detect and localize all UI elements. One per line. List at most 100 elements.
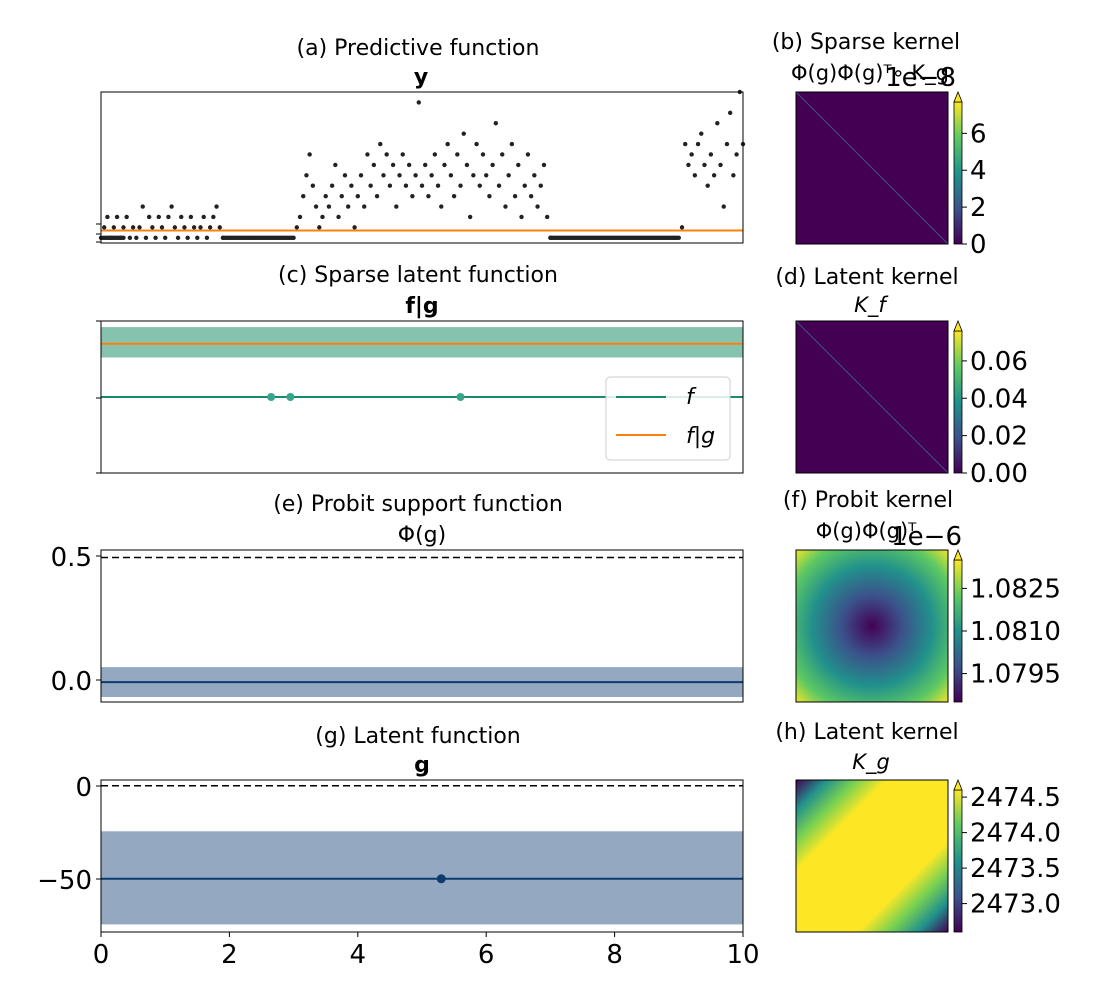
data-point <box>163 235 168 240</box>
panel-g-subtitle: g <box>414 753 430 778</box>
panel-h-heatmap-frame <box>795 779 949 933</box>
inducing-point <box>267 393 276 401</box>
data-point <box>381 173 386 178</box>
panel-f-colorbar-extend <box>953 548 963 561</box>
panel-g-plot-area <box>101 784 743 925</box>
data-point <box>455 152 460 157</box>
panel-a-subtitle: y <box>414 65 428 90</box>
data-point <box>471 173 476 178</box>
panel-f-colorbar-ticks: 1.0825 1.0810 1.0795 <box>962 574 1061 690</box>
panel-c-title: (c) Sparse latent function <box>278 263 558 288</box>
data-point <box>419 183 425 188</box>
data-point <box>435 183 441 188</box>
data-point <box>169 204 174 209</box>
panel-e-frame <box>100 549 744 703</box>
data-point <box>301 193 306 199</box>
data-point <box>355 193 360 199</box>
data-point <box>345 204 351 209</box>
panel-g-ytick-label: −50 <box>37 866 92 896</box>
data-point <box>118 235 123 240</box>
data-point <box>204 235 210 240</box>
panel-e-ytick-label: 0.5 <box>51 543 92 573</box>
colorbar-tick-label: 0.02 <box>970 422 1028 452</box>
data-point <box>323 193 328 199</box>
panel-d-subtitle: K_f <box>854 293 889 318</box>
panel-g-xticks: 0 2 4 6 8 10 <box>93 932 760 970</box>
data-point <box>182 225 187 230</box>
panel-c-legend: f f|g <box>605 376 731 461</box>
data-point <box>394 204 399 209</box>
data-point <box>721 204 726 209</box>
panel-f-heatmap <box>796 550 948 702</box>
panel-a: (a) Predictive function y <box>96 36 746 244</box>
data-point <box>467 214 473 220</box>
x-tick-label: 4 <box>350 940 367 970</box>
data-point <box>390 162 396 168</box>
data-point <box>451 193 457 199</box>
data-point <box>191 225 197 230</box>
panel-d: (d) Latent kernel K_f 0.00 0.02 0.04 0.06 <box>775 265 1028 489</box>
colorbar-tick-label: 0.04 <box>970 384 1028 414</box>
data-point <box>512 193 518 199</box>
data-point <box>525 152 531 157</box>
panel-d-heatmap-diagonal <box>795 320 949 474</box>
data-point <box>464 162 470 168</box>
data-point <box>140 204 145 209</box>
colorbar-tick-label: 1.0825 <box>970 574 1061 604</box>
data-point <box>108 235 113 240</box>
panel-d-colorbar-extend <box>953 319 963 332</box>
data-point <box>519 214 524 220</box>
data-point <box>313 204 319 209</box>
data-point <box>493 121 499 126</box>
panel-a-frame <box>100 91 744 244</box>
data-point <box>448 173 454 178</box>
data-point <box>384 152 389 157</box>
data-point <box>134 235 139 240</box>
panel-h-colorbar-extend <box>953 778 963 791</box>
colorbar-tick-label: 1.0795 <box>970 660 1061 690</box>
panel-b-title: (b) Sparse kernel <box>772 30 960 55</box>
data-point <box>333 162 338 168</box>
data-point <box>220 235 226 240</box>
data-point <box>528 193 534 199</box>
data-point <box>692 173 698 178</box>
colorbar-tick-label: 2474.5 <box>970 783 1061 813</box>
colorbar-tick-label: 0.00 <box>970 459 1028 489</box>
data-point <box>509 141 515 147</box>
colorbar-tick-label: 4 <box>970 156 987 186</box>
data-point <box>429 173 434 178</box>
data-point <box>146 214 152 220</box>
data-point <box>548 235 553 240</box>
panel-f-colorbar <box>953 559 963 703</box>
panel-c-subtitle: f|g <box>405 294 438 319</box>
data-point <box>294 225 300 230</box>
data-point <box>406 162 412 168</box>
x-tick-label: 10 <box>726 940 759 970</box>
data-point <box>121 225 126 230</box>
data-point <box>362 204 367 209</box>
x-tick-label: 0 <box>93 940 110 970</box>
data-point <box>105 214 110 220</box>
data-point <box>397 173 402 178</box>
data-point <box>339 193 344 199</box>
data-point <box>114 214 120 220</box>
panel-b-heatmap-frame <box>795 91 949 245</box>
inducing-point <box>456 393 465 401</box>
data-point <box>442 162 447 168</box>
data-point <box>172 225 178 230</box>
inducing-point <box>286 393 295 401</box>
panel-g-ytick-label: 0 <box>75 773 92 803</box>
colorbar-tick-label: 2474.0 <box>970 819 1061 849</box>
data-point <box>727 110 733 116</box>
data-point <box>175 235 181 240</box>
data-point <box>217 225 222 230</box>
panel-d-colorbar <box>953 330 963 474</box>
data-point <box>349 183 354 188</box>
data-point <box>474 141 479 147</box>
panel-f-subtitle: Φ(g)Φ(g)ᵀ <box>816 519 917 543</box>
panel-a-plot-area <box>98 89 746 240</box>
data-point <box>432 152 438 157</box>
inducing-point <box>436 874 446 884</box>
data-point <box>544 214 550 220</box>
panel-d-heatmap-frame <box>795 320 949 474</box>
